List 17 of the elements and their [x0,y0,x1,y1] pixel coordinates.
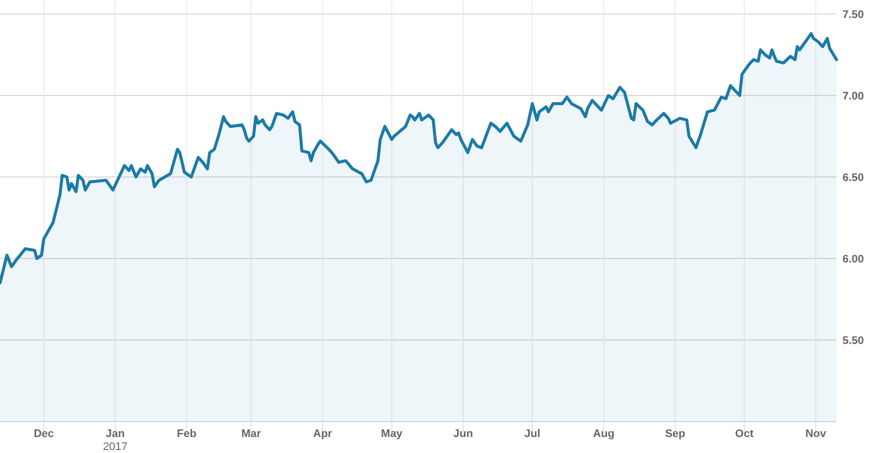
x-tick-label: Jan 2017 [102,428,128,453]
y-tick-label: 6.00 [842,253,864,266]
x-tick-label: Oct [735,428,754,440]
x-tick-label: Mar [241,428,262,440]
x-tick-label: Apr [313,428,333,440]
y-tick-label: 5.50 [842,334,864,347]
x-tick-label: Jun [453,428,474,440]
x-tick-label: Feb [176,428,197,440]
x-tick-label: Dec [34,428,54,440]
x-tick-label: Aug [593,428,614,440]
x-tick-label: Jul [524,428,540,440]
x-tick-label: Nov [805,428,828,440]
y-tick-label: 6.50 [842,172,864,184]
y-tick-label: 7.50 [842,8,864,21]
x-tick-label: May [381,428,404,440]
y-tick-label: 7.00 [842,90,864,102]
x-tick-label: Sep [665,428,686,440]
